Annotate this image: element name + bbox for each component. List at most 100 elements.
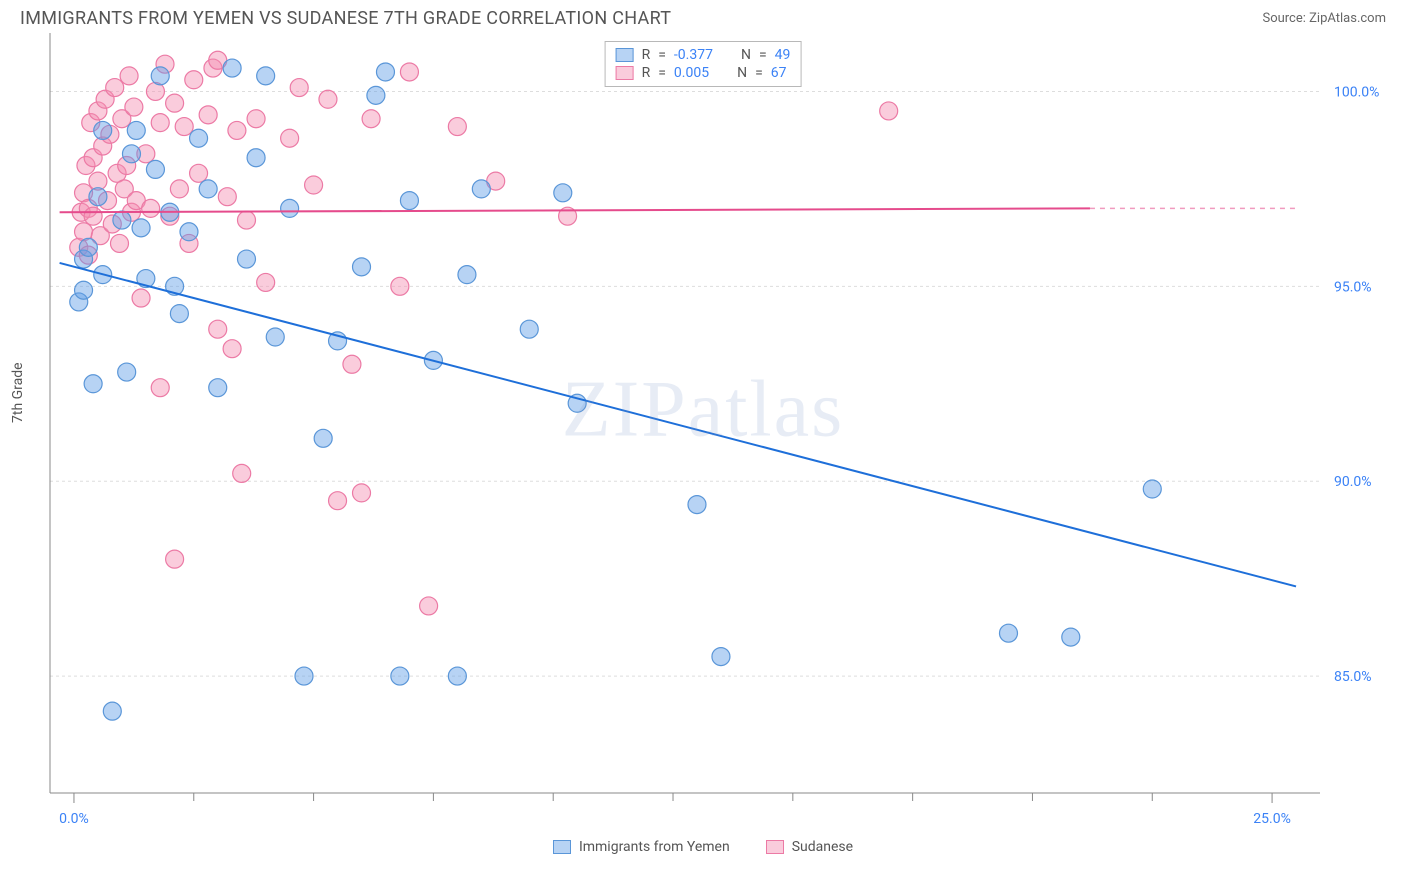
legend-row-yemen: R = -0.377 N = 49 bbox=[616, 46, 791, 64]
data-point-sudanese bbox=[420, 597, 438, 615]
data-point-sudanese bbox=[151, 114, 169, 132]
data-point-sudanese bbox=[880, 102, 898, 120]
y-tick-label: 85.0% bbox=[1334, 669, 1372, 685]
data-point-sudanese bbox=[170, 180, 188, 198]
data-point-sudanese bbox=[233, 464, 251, 482]
data-point-yemen bbox=[999, 624, 1017, 642]
y-tick-label: 90.0% bbox=[1334, 474, 1372, 490]
r-label: R bbox=[642, 65, 651, 81]
swatch-yemen bbox=[553, 840, 571, 854]
data-point-yemen bbox=[257, 67, 275, 85]
n-label: N bbox=[741, 47, 751, 63]
regression-line-yemen bbox=[60, 263, 1296, 586]
data-point-yemen bbox=[367, 86, 385, 104]
data-point-yemen bbox=[118, 363, 136, 381]
data-point-yemen bbox=[103, 702, 121, 720]
data-point-yemen bbox=[132, 219, 150, 237]
data-point-yemen bbox=[94, 121, 112, 139]
chart-container: 7th Grade 85.0%90.0%95.0%100.0%0.0%25.0%… bbox=[20, 33, 1386, 853]
data-point-sudanese bbox=[223, 340, 241, 358]
data-point-yemen bbox=[520, 320, 538, 338]
data-point-yemen bbox=[1143, 480, 1161, 498]
y-tick-label: 100.0% bbox=[1334, 84, 1379, 100]
data-point-sudanese bbox=[120, 67, 138, 85]
n-label: N bbox=[737, 65, 747, 81]
chart-title: IMMIGRANTS FROM YEMEN VS SUDANESE 7TH GR… bbox=[20, 8, 671, 29]
data-point-yemen bbox=[75, 281, 93, 299]
scatter-chart: 85.0%90.0%95.0%100.0%0.0%25.0% bbox=[20, 33, 1386, 853]
data-point-yemen bbox=[209, 379, 227, 397]
data-point-sudanese bbox=[362, 110, 380, 128]
data-point-sudanese bbox=[257, 273, 275, 291]
data-point-sudanese bbox=[166, 94, 184, 112]
y-tick-label: 95.0% bbox=[1334, 279, 1372, 295]
data-point-yemen bbox=[1062, 628, 1080, 646]
data-point-sudanese bbox=[175, 118, 193, 136]
source-name: ZipAtlas.com bbox=[1309, 11, 1386, 26]
data-point-sudanese bbox=[106, 79, 124, 97]
x-tick-label: 25.0% bbox=[1253, 811, 1291, 827]
legend-label-sudanese: Sudanese bbox=[792, 839, 853, 855]
source-prefix: Source: bbox=[1262, 11, 1309, 26]
n-value-sudanese: 67 bbox=[771, 65, 787, 81]
data-point-sudanese bbox=[343, 355, 361, 373]
data-point-yemen bbox=[400, 192, 418, 210]
data-point-sudanese bbox=[110, 234, 128, 252]
data-point-yemen bbox=[314, 429, 332, 447]
y-axis-title: 7th Grade bbox=[10, 362, 26, 423]
data-point-yemen bbox=[712, 648, 730, 666]
data-point-sudanese bbox=[290, 79, 308, 97]
legend-item-yemen: Immigrants from Yemen bbox=[553, 839, 730, 855]
data-point-yemen bbox=[458, 266, 476, 284]
data-point-yemen bbox=[391, 667, 409, 685]
data-point-yemen bbox=[237, 250, 255, 268]
n-value-yemen: 49 bbox=[775, 47, 791, 63]
swatch-sudanese bbox=[616, 66, 634, 80]
data-point-yemen bbox=[122, 145, 140, 163]
equals-sign: = bbox=[658, 65, 666, 81]
swatch-yemen bbox=[616, 48, 634, 62]
data-point-sudanese bbox=[281, 129, 299, 147]
data-point-yemen bbox=[554, 184, 572, 202]
data-point-yemen bbox=[223, 59, 241, 77]
data-point-yemen bbox=[688, 496, 706, 514]
data-point-sudanese bbox=[151, 379, 169, 397]
data-point-sudanese bbox=[125, 98, 143, 116]
source-attribution: Source: ZipAtlas.com bbox=[1262, 11, 1386, 26]
data-point-sudanese bbox=[329, 492, 347, 510]
equals-sign: = bbox=[755, 65, 763, 81]
r-value-sudanese: 0.005 bbox=[674, 65, 709, 81]
data-point-yemen bbox=[353, 258, 371, 276]
data-point-sudanese bbox=[448, 118, 466, 136]
data-point-sudanese bbox=[319, 90, 337, 108]
data-point-yemen bbox=[448, 667, 466, 685]
data-point-yemen bbox=[266, 328, 284, 346]
data-point-sudanese bbox=[199, 106, 217, 124]
data-point-sudanese bbox=[142, 199, 160, 217]
data-point-yemen bbox=[199, 180, 217, 198]
data-point-yemen bbox=[180, 223, 198, 241]
data-point-sudanese bbox=[247, 110, 265, 128]
data-point-yemen bbox=[170, 305, 188, 323]
r-value-yemen: -0.377 bbox=[674, 47, 713, 63]
data-point-yemen bbox=[190, 129, 208, 147]
data-point-yemen bbox=[472, 180, 490, 198]
data-point-yemen bbox=[376, 63, 394, 81]
chart-header: IMMIGRANTS FROM YEMEN VS SUDANESE 7TH GR… bbox=[0, 0, 1406, 33]
data-point-sudanese bbox=[166, 550, 184, 568]
r-label: R bbox=[642, 47, 651, 63]
data-point-sudanese bbox=[353, 484, 371, 502]
legend-label-yemen: Immigrants from Yemen bbox=[579, 839, 730, 855]
data-point-yemen bbox=[146, 160, 164, 178]
series-legend: Immigrants from Yemen Sudanese bbox=[20, 839, 1386, 855]
data-point-yemen bbox=[295, 667, 313, 685]
correlation-legend: R = -0.377 N = 49 R = 0.005 N = 67 bbox=[605, 41, 802, 87]
equals-sign: = bbox=[759, 47, 767, 63]
data-point-yemen bbox=[281, 199, 299, 217]
data-point-yemen bbox=[79, 238, 97, 256]
data-point-sudanese bbox=[218, 188, 236, 206]
data-point-yemen bbox=[89, 188, 107, 206]
data-point-sudanese bbox=[305, 176, 323, 194]
legend-item-sudanese: Sudanese bbox=[766, 839, 853, 855]
data-point-sudanese bbox=[391, 277, 409, 295]
